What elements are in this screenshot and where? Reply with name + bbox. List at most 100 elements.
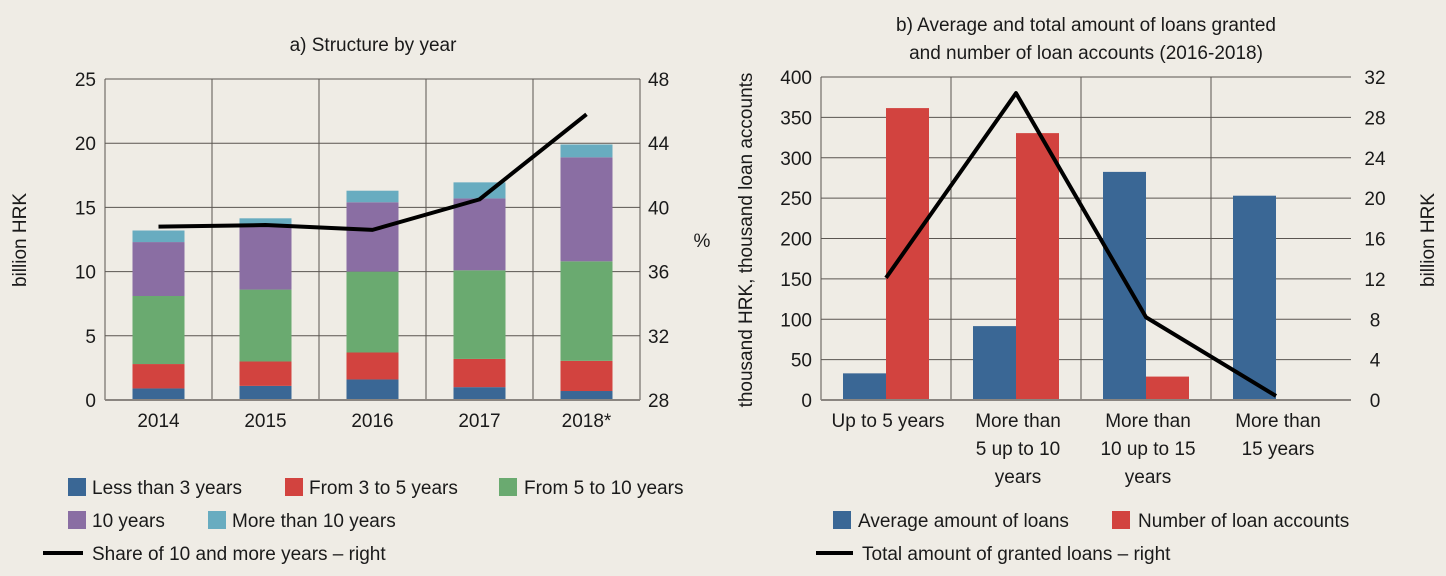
legend-label: 10 years: [92, 511, 165, 532]
x-tick-label: More than: [1235, 411, 1321, 432]
bar-segment: [453, 182, 506, 199]
bar-segment: [132, 230, 185, 243]
x-tick-label: years: [995, 467, 1041, 488]
y-tick-label: 100: [780, 310, 812, 331]
chart-b-title-line2: and number of loan accounts (2016-2018): [909, 43, 1263, 64]
bar-segment: [346, 271, 399, 353]
bar-segment: [132, 364, 185, 389]
legend-label: From 3 to 5 years: [309, 478, 458, 499]
y-right-tick-label: 8: [1370, 310, 1381, 331]
bar-segment: [453, 270, 506, 359]
line-series-share: [158, 112, 588, 232]
bar: [843, 373, 886, 400]
y-tick-label: 5: [85, 327, 96, 348]
bar-segment: [239, 385, 292, 400]
y-right-tick-label: 36: [648, 263, 669, 284]
bar-segment: [132, 295, 185, 365]
legend-swatch: [499, 478, 517, 496]
x-tick-label: 2016: [351, 411, 393, 432]
x-tick-label: More than: [975, 411, 1061, 432]
chart-a-title: a) Structure by year: [290, 35, 458, 56]
y-tick-label: 50: [791, 351, 812, 372]
y-tick-label: 250: [780, 189, 812, 210]
bar-segment: [346, 202, 399, 272]
y-tick-label: 350: [780, 108, 812, 129]
y-right-tick-label: 32: [1364, 68, 1385, 89]
bar-segment: [239, 289, 292, 362]
y-right-tick-label: 24: [1364, 149, 1386, 170]
bar-segment: [453, 358, 506, 388]
legend-label: Share of 10 and more years – right: [92, 544, 386, 565]
bar: [1233, 195, 1276, 400]
y-right-axis-label: billion HRK: [1418, 193, 1439, 287]
y-right-tick-label: 44: [648, 134, 670, 155]
y-tick-label: 300: [780, 149, 812, 170]
bar-segment: [453, 387, 506, 400]
x-tick-label: 2015: [244, 411, 286, 432]
y-tick-label: 400: [780, 68, 812, 89]
x-tick-label: 2018*: [562, 411, 612, 432]
x-tick-label: More than: [1105, 411, 1191, 432]
bar-segment: [239, 224, 292, 290]
x-tick-label: 10 up to 15: [1100, 439, 1195, 460]
y-axis-label: thousand HRK, thousand loan accounts: [736, 73, 757, 408]
bar-segment: [560, 360, 613, 392]
bar: [1103, 171, 1146, 400]
legend-swatch: [833, 511, 851, 529]
y-right-tick-label: 40: [648, 198, 669, 219]
y-tick-label: 150: [780, 270, 812, 291]
bar: [1016, 133, 1059, 400]
bar-segment: [560, 157, 613, 262]
y-axis-label: billion HRK: [10, 193, 31, 287]
line-series-total: [884, 91, 1278, 398]
chart-b-title: b) Average and tоtal amount of loans gra…: [896, 15, 1276, 36]
bar-segment: [346, 379, 399, 400]
chart-b: [820, 76, 1351, 401]
y-tick-label: 15: [75, 198, 96, 219]
y-right-tick-label: 28: [1364, 108, 1385, 129]
bar: [886, 108, 929, 401]
legend-swatch: [208, 511, 226, 529]
y-right-axis-label: %: [694, 231, 711, 252]
y-right-tick-label: 32: [648, 327, 669, 348]
bar-segment: [560, 144, 613, 158]
bar-segment: [239, 218, 292, 225]
legend-swatch: [68, 478, 86, 496]
legend-label: Total amount of granted loans – right: [862, 544, 1171, 565]
legend-label: Less than 3 years: [92, 478, 242, 499]
bar-segment: [132, 242, 185, 296]
bar-segment: [560, 261, 613, 361]
y-right-tick-label: 4: [1370, 351, 1381, 372]
x-tick-label: 5 up to 10: [976, 439, 1061, 460]
legend-swatch: [285, 478, 303, 496]
bar-segment: [560, 391, 613, 400]
legend-label: Average amount of loans: [858, 511, 1069, 532]
legend-label: From 5 to 10 years: [524, 478, 683, 499]
legend-swatch: [1112, 511, 1130, 529]
y-right-tick-label: 48: [648, 70, 669, 91]
bar-segment: [132, 388, 185, 400]
y-tick-label: 200: [780, 230, 812, 251]
x-tick-label: years: [1125, 467, 1171, 488]
y-tick-label: 10: [75, 263, 96, 284]
chart-a: [104, 78, 641, 401]
x-tick-label: Up to 5 years: [832, 411, 945, 432]
bar-segment: [346, 190, 399, 203]
legend-label: More than 10 years: [232, 511, 396, 532]
y-right-tick-label: 16: [1364, 230, 1385, 251]
bar-segment: [453, 198, 506, 271]
x-tick-label: 15 years: [1242, 439, 1315, 460]
legend-swatch: [68, 511, 86, 529]
y-right-tick-label: 20: [1364, 189, 1385, 210]
y-tick-label: 0: [85, 391, 96, 412]
y-right-tick-label: 12: [1364, 270, 1385, 291]
y-tick-label: 20: [75, 134, 96, 155]
bar-segment: [239, 361, 292, 386]
bar: [1146, 376, 1189, 400]
legend-label: Number of loan accounts: [1138, 511, 1349, 532]
y-right-tick-label: 28: [648, 391, 669, 412]
bar: [973, 326, 1016, 400]
bar-segment: [346, 352, 399, 380]
x-tick-label: 2014: [137, 411, 180, 432]
